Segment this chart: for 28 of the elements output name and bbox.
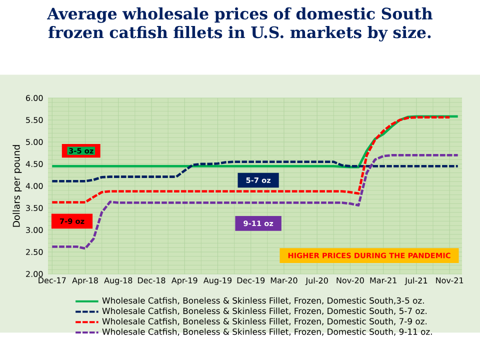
y-tick-label: 4.50 [26, 160, 43, 168]
legend-label: Wholesale Catfish, Boneless & Skinless Fillet, Frozen, Domestic South,3-5 oz. [102, 297, 424, 305]
x-tick-label: Dec-18 [138, 277, 166, 284]
y-axis-title: Dollars per pound [12, 145, 22, 227]
x-tick-label: Dec-17 [38, 277, 66, 284]
y-tick-label: 5.00 [26, 138, 43, 146]
legend-label: Wholesale Catfish, Boneless & Skinless Fillet, Frozen, Domestic South, 5-7 oz. [102, 308, 427, 315]
y-tick-label: 2.00 [26, 270, 43, 278]
y-tick-label: 5.50 [26, 116, 43, 124]
x-tick-label: Nov-20 [336, 277, 364, 284]
x-tick-label: Dec-19 [237, 277, 265, 284]
legend-label: Wholesale Catfish, Boneless & Skinless Fillet, Frozen, Domestic South, 7-9 oz. [102, 318, 427, 326]
y-tick-label: 2.50 [26, 248, 43, 256]
y-tick-label: 3.50 [26, 204, 43, 212]
x-tick-label: Nov-21 [436, 277, 464, 284]
x-tick-label: Mar-20 [270, 277, 298, 284]
y-tick-label: 3.00 [26, 226, 43, 234]
y-tick-label: 6.00 [26, 94, 43, 102]
legend-label: Wholesale Catfish, Boneless & Skinless Fillet, Frozen, Domestic South, 9-11 oz. [102, 328, 432, 336]
x-tick-label: Aug-19 [203, 277, 232, 285]
x-tick-label: Aug-18 [104, 277, 132, 285]
x-tick-label: Jul-20 [305, 277, 328, 286]
chart-title: Average wholesale prices of domestic South frozen catfish fillets in U.S. markets by size. [47, 7, 432, 42]
x-tick-label: Mar-21 [370, 277, 396, 284]
x-tick-label: Apr-19 [171, 277, 198, 285]
x-tick-label: Apr-18 [72, 277, 98, 285]
x-tick-label: Jul-21 [404, 277, 428, 286]
y-tick-label: 4.00 [26, 182, 43, 190]
